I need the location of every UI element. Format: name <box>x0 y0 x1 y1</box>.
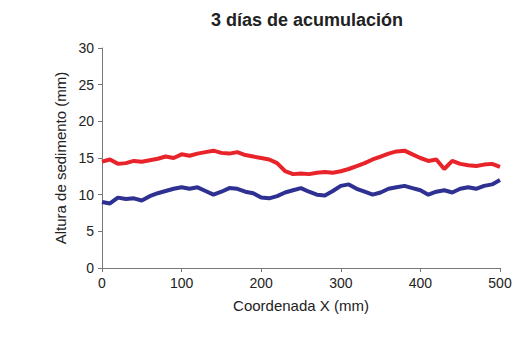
svg-text:Altura de sedimento (mm): Altura de sedimento (mm) <box>52 72 69 245</box>
svg-text:100: 100 <box>170 275 194 291</box>
svg-text:0: 0 <box>98 275 106 291</box>
svg-text:400: 400 <box>409 275 433 291</box>
svg-text:5: 5 <box>86 223 94 239</box>
svg-text:3 días de acumulación: 3 días de acumulación <box>211 10 403 30</box>
svg-text:300: 300 <box>329 275 353 291</box>
svg-text:30: 30 <box>78 40 94 56</box>
svg-text:200: 200 <box>250 275 274 291</box>
svg-text:500: 500 <box>488 275 512 291</box>
svg-text:15: 15 <box>78 150 94 166</box>
svg-text:20: 20 <box>78 113 94 129</box>
svg-text:0: 0 <box>86 260 94 276</box>
svg-text:25: 25 <box>78 77 94 93</box>
svg-text:10: 10 <box>78 187 94 203</box>
svg-text:Coordenada X (mm): Coordenada X (mm) <box>233 297 369 314</box>
